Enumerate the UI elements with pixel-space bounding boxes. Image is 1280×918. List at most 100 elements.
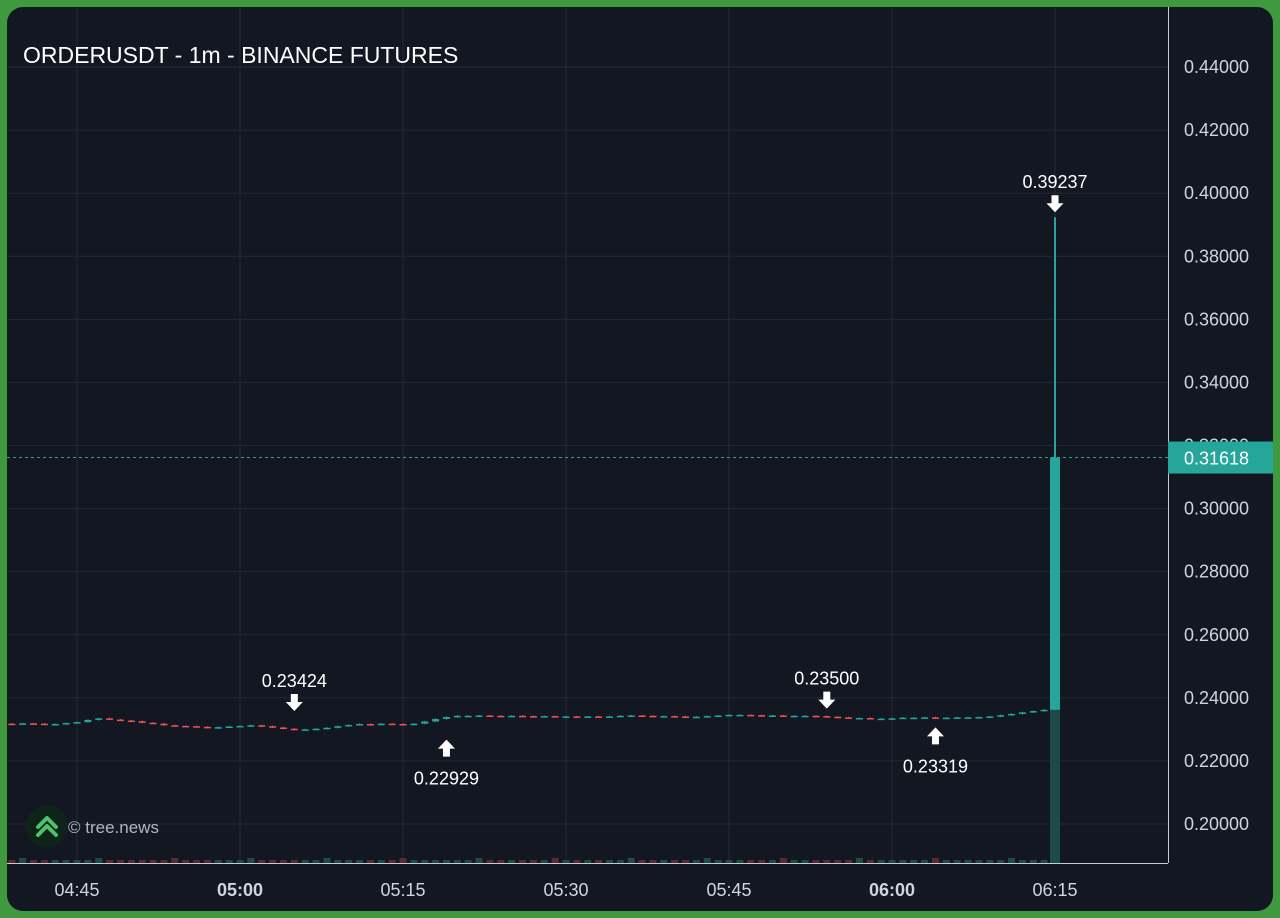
price-tick-label: 0.44000 <box>1184 57 1249 77</box>
annotation-label: 0.23319 <box>903 756 968 776</box>
candle-body <box>605 716 613 718</box>
candle-body <box>1040 709 1048 712</box>
volume-bar <box>627 858 635 863</box>
volume-bar <box>801 860 809 863</box>
candle-body <box>486 715 494 717</box>
volume-bar <box>910 860 918 863</box>
candle-body <box>442 717 450 719</box>
volume-bar <box>551 858 559 863</box>
volume-bar <box>84 860 92 863</box>
candle-body <box>703 716 711 718</box>
candlestick-chart[interactable]: 0.23424 0.22929 0.23500 0.23319 0.39237 0.44… <box>7 7 1273 911</box>
volume-bar <box>823 860 831 863</box>
volume-bar <box>366 860 374 863</box>
candle-body <box>160 723 168 726</box>
price-tick-label: 0.42000 <box>1184 120 1249 140</box>
volume-bar <box>812 860 820 863</box>
candle-body <box>225 726 233 729</box>
candle-body <box>692 716 700 719</box>
volume-bar <box>203 860 211 863</box>
volume-bar <box>399 858 407 863</box>
candle-body <box>986 716 994 718</box>
annotation-low: 0.22929 <box>414 739 479 789</box>
candle-body <box>682 716 690 718</box>
volume-bar <box>877 860 885 863</box>
chart-grid <box>7 7 1168 863</box>
arrow-down-icon <box>818 691 836 709</box>
price-tick-label: 0.40000 <box>1184 183 1249 203</box>
candle-body <box>768 715 776 717</box>
volume-bar <box>1040 860 1048 863</box>
candle-body <box>1018 712 1026 714</box>
annotation-label: 0.23500 <box>794 669 859 689</box>
candle-body <box>627 715 635 717</box>
volume-bar <box>432 860 440 863</box>
volume-bar <box>584 860 592 863</box>
candle-body <box>410 723 418 726</box>
candle-body <box>258 725 266 727</box>
volume-bar <box>225 860 233 863</box>
candle-body <box>127 720 135 723</box>
time-tick-label: 05:45 <box>706 880 751 900</box>
candle-body <box>758 715 766 717</box>
volume-bar <box>247 858 255 863</box>
volume-bar <box>464 860 472 863</box>
candle-body <box>671 716 679 718</box>
candle-body <box>573 716 581 718</box>
candle-body <box>953 717 961 719</box>
volume-bar <box>214 860 222 863</box>
candle-body <box>551 716 559 718</box>
candle-body <box>366 724 374 726</box>
candle-body <box>801 715 809 718</box>
candle-body <box>649 715 657 718</box>
volume-bar <box>312 860 320 863</box>
chart-panel[interactable]: 0.23424 0.22929 0.23500 0.23319 0.39237 0.44… <box>7 7 1273 911</box>
volume-bar <box>605 860 613 863</box>
volume-bar <box>660 860 668 863</box>
last-price-badge-bg <box>1168 441 1273 474</box>
candle-body <box>106 718 114 720</box>
candle-body <box>40 723 48 726</box>
volume-bar <box>736 860 744 863</box>
candle-body <box>214 727 222 729</box>
volume-bar <box>921 860 929 863</box>
volume-bar <box>790 860 798 863</box>
candle-body <box>269 726 277 728</box>
candle-body <box>8 723 16 726</box>
candle-body <box>84 719 92 723</box>
candle-body <box>921 717 929 719</box>
candle-body <box>834 716 842 719</box>
volume-bar <box>334 860 342 863</box>
last-price-badge: 0.31618 <box>1168 441 1273 474</box>
volume-bar <box>834 860 842 863</box>
candle-body <box>95 718 103 720</box>
candle-body <box>638 715 646 717</box>
volume-bar <box>899 860 907 863</box>
volume-bar <box>519 860 527 863</box>
volume-bar <box>377 860 385 863</box>
volume-bar <box>540 860 548 863</box>
last-price-value: 0.31618 <box>1184 449 1249 469</box>
volume-bar <box>356 860 364 863</box>
volume-bar <box>953 860 961 863</box>
candle-body <box>508 715 516 718</box>
price-tick-label: 0.36000 <box>1184 309 1249 329</box>
chart-title: ORDERUSDT - 1m - BINANCE FUTURES <box>23 42 458 68</box>
candle-body <box>62 723 70 725</box>
volume-bar <box>942 860 950 863</box>
volume-bar <box>1018 860 1026 863</box>
candle-body <box>562 716 570 718</box>
candle-body <box>823 716 831 718</box>
volume-bar <box>116 860 124 863</box>
volume-bar <box>768 860 776 863</box>
volume-bar <box>573 860 581 863</box>
price-axis[interactable]: 0.44000 0.42000 0.40000 0.38000 0.36000 0.340… <box>1184 57 1249 834</box>
annotation-high: 0.39237 <box>1022 172 1088 213</box>
volume-bar <box>616 860 624 863</box>
time-axis[interactable]: 04:45 05:00 05:15 05:30 05:45 06:00 06:15 <box>54 880 1077 900</box>
volume-bar <box>51 860 59 863</box>
candle-body <box>475 715 483 717</box>
volume-bar <box>127 860 135 863</box>
candle-body <box>660 716 668 718</box>
candle-body <box>519 715 527 718</box>
